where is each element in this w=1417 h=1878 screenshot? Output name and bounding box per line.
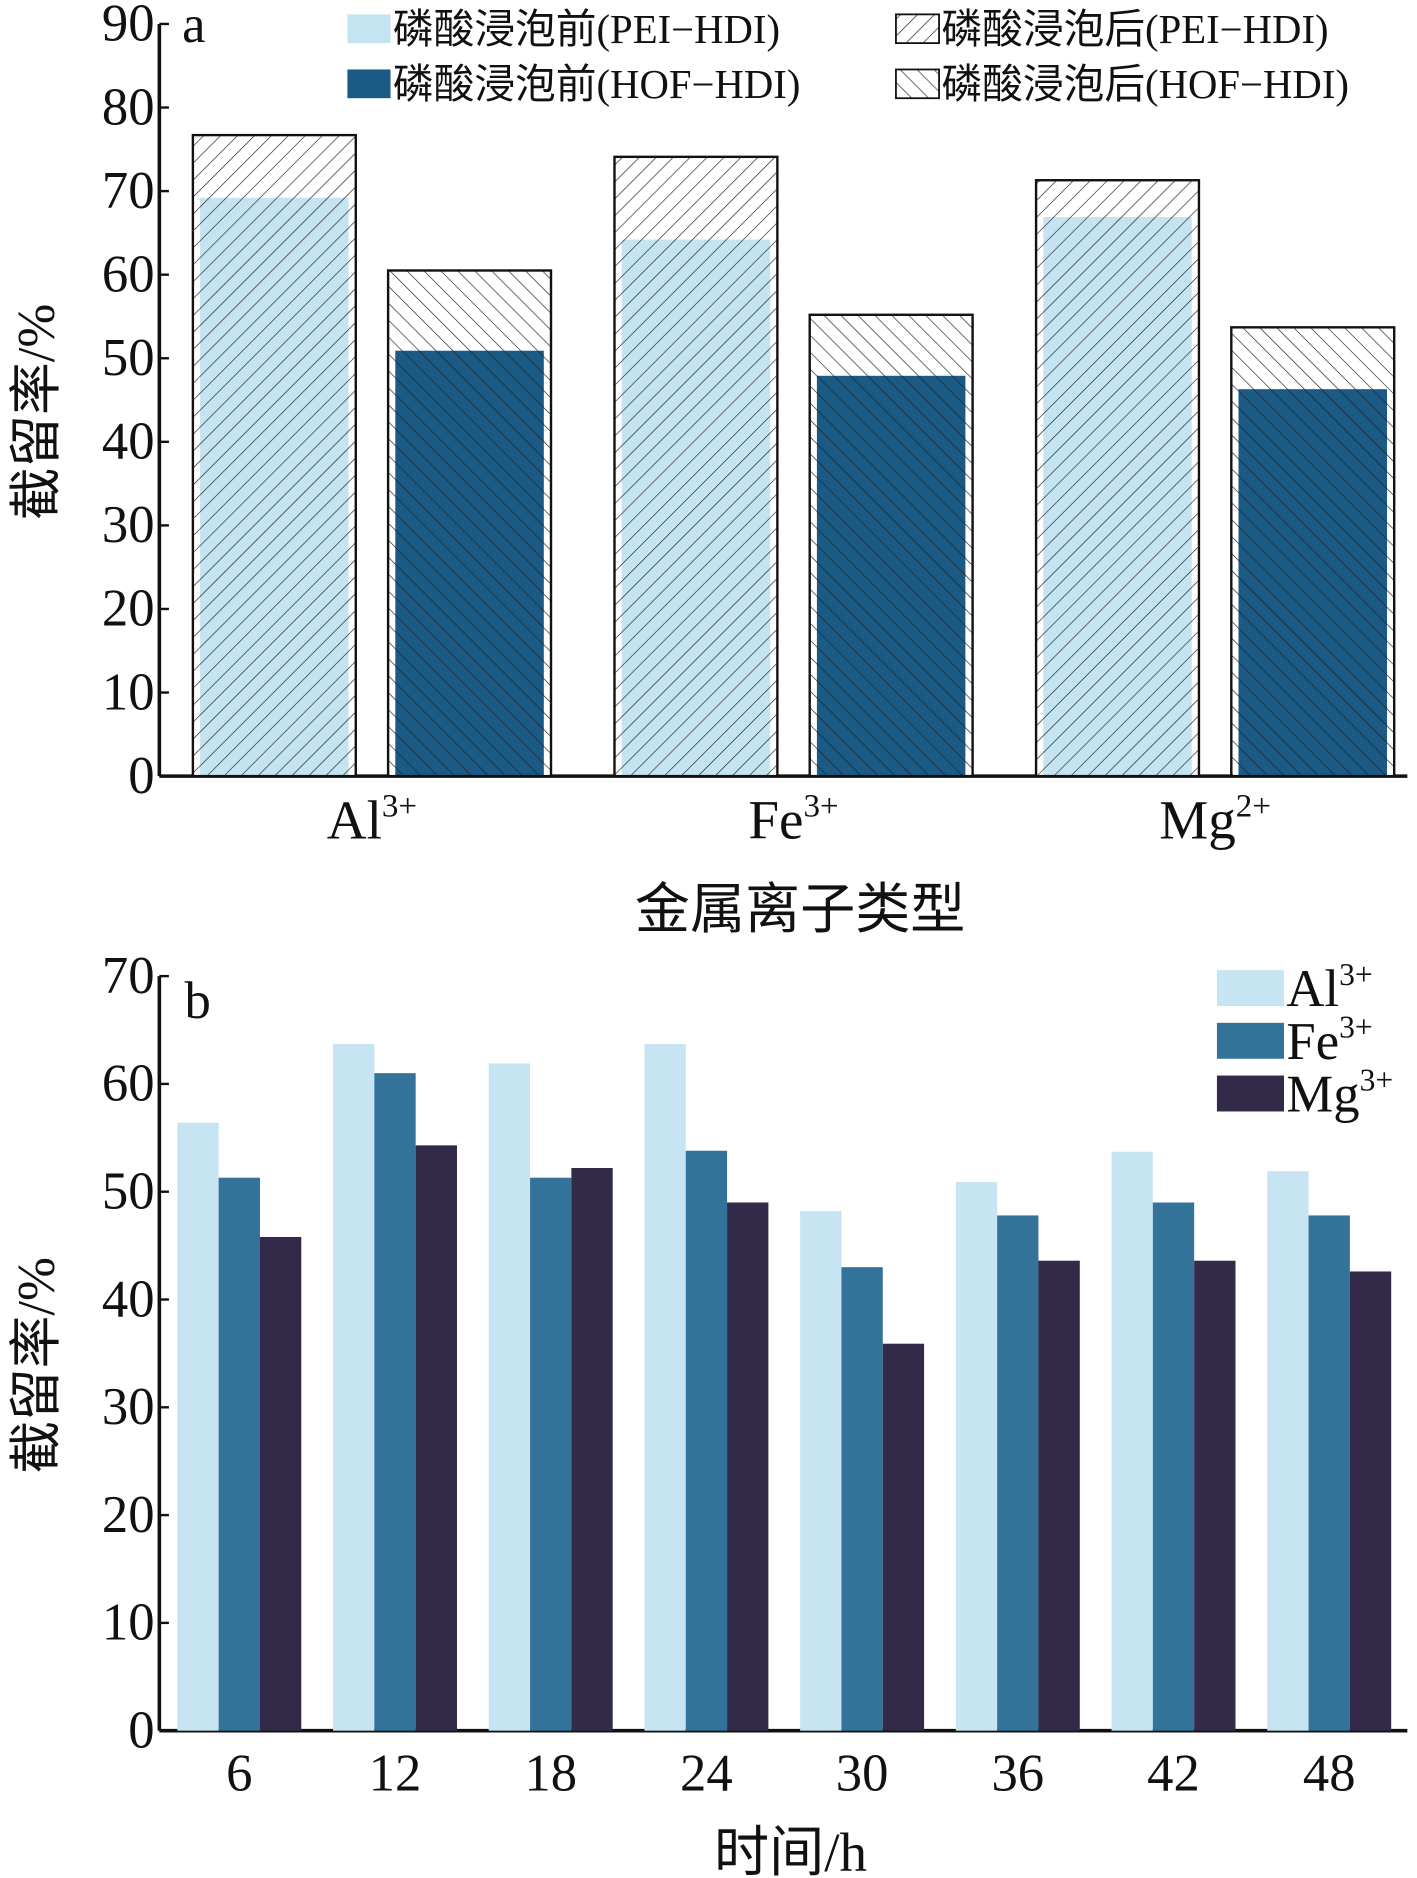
bar-mg (727, 1202, 769, 1731)
x-tick-label: 24 (680, 1745, 733, 1803)
y-tick-label: 20 (102, 1486, 155, 1544)
y-tick-label: 50 (102, 1162, 155, 1220)
panel-label: a (182, 0, 205, 54)
x-tick-label: 42 (1147, 1745, 1200, 1803)
panel-label: b (185, 972, 211, 1030)
legend-swatch (1216, 1075, 1284, 1112)
x-tick-label: Al3+ (327, 788, 417, 850)
legend-swatch (1216, 970, 1284, 1007)
bar-after (808, 313, 974, 778)
legend-swatch (1216, 1022, 1284, 1059)
bar-fe (530, 1177, 572, 1731)
bar-fe (685, 1150, 728, 1731)
bar-fe (374, 1073, 416, 1731)
y-tick-label: 60 (102, 245, 155, 303)
y-tick-label: 0 (128, 747, 154, 805)
y-tick-label: 30 (102, 496, 155, 554)
y-tick-label: 30 (102, 1378, 155, 1436)
legend-label: Mg3+ (1286, 1062, 1393, 1123)
bar-after (1034, 179, 1201, 778)
bar-al (800, 1211, 842, 1731)
bar-fe (1152, 1202, 1195, 1731)
x-tick-label: Fe3+ (748, 788, 838, 850)
bar-al (488, 1063, 531, 1731)
bar-mg (415, 1145, 457, 1731)
legend-label: 磷酸浸泡前(PEI−HDI) (393, 7, 780, 52)
x-tick-label: 12 (369, 1745, 422, 1803)
y-tick-label: 10 (102, 1594, 155, 1652)
bar-fe (997, 1215, 1039, 1731)
legend-label: Al3+ (1286, 957, 1372, 1018)
bar-after (191, 133, 357, 778)
legend-label: 磷酸浸泡后(HOF−HDI) (941, 62, 1349, 107)
bar-fe (1308, 1215, 1350, 1731)
y-tick-label: 60 (102, 1055, 155, 1113)
x-axis-label: 时间/h (714, 1822, 867, 1878)
y-tick-label: 50 (102, 329, 155, 387)
bar-mg (882, 1343, 925, 1731)
legend-label: 磷酸浸泡后(PEI−HDI) (941, 7, 1328, 52)
bar-fe (841, 1267, 883, 1731)
y-axis-label: 截留率/% (8, 304, 66, 521)
bar-after (613, 155, 779, 778)
x-tick-label: 30 (836, 1745, 889, 1803)
x-tick-label: 48 (1303, 1745, 1356, 1803)
chart-a: 0 10 20 30 40 50 60 70 80 90 截留率/% 金属离子类型 a Al3+ Fe3+ M… (8, 0, 1408, 940)
y-tick-label: 10 (102, 663, 155, 721)
y-tick-label: 70 (102, 947, 155, 1005)
bar-al (177, 1122, 219, 1731)
x-tick-label: Mg2+ (1159, 788, 1271, 850)
y-tick-label: 80 (102, 78, 155, 136)
y-tick-label: 20 (102, 580, 155, 638)
y-tick-label: 90 (102, 0, 155, 53)
bar-mg (1194, 1260, 1236, 1731)
bar-mg (1038, 1260, 1080, 1731)
y-tick-label: 40 (102, 1270, 155, 1328)
x-tick-label: 18 (524, 1745, 577, 1803)
bar-fe (218, 1177, 260, 1731)
legend-swatch (895, 68, 940, 100)
legend-label: 磷酸浸泡前(HOF−HDI) (393, 62, 801, 107)
x-tick-label: 6 (226, 1745, 252, 1803)
bar-after (1230, 326, 1396, 778)
legend-swatch (347, 69, 391, 99)
bar-mg (1349, 1271, 1392, 1731)
legend-swatch (895, 13, 940, 45)
bar-after (386, 269, 553, 778)
x-tick-label: 36 (991, 1745, 1044, 1803)
y-tick-label: 0 (128, 1701, 154, 1759)
bar-mg (571, 1168, 613, 1731)
y-tick-label: 40 (102, 413, 155, 471)
legend-swatch (347, 14, 391, 44)
bar-mg (259, 1236, 302, 1731)
y-tick-label: 70 (102, 162, 155, 220)
x-axis-label: 金属离子类型 (635, 879, 965, 940)
y-axis-label: 截留率/% (8, 1257, 66, 1474)
bar-al (644, 1044, 686, 1731)
bar-al (1111, 1151, 1153, 1731)
chart-b: 0 10 20 30 40 50 60 70 截留率/% 时间/h b 6 12 18 24 30 36 42 48… (8, 947, 1408, 1878)
bar-al (333, 1044, 375, 1731)
legend-label: Fe3+ (1286, 1010, 1372, 1071)
bar-al (955, 1182, 998, 1731)
bar-al (1267, 1171, 1309, 1731)
